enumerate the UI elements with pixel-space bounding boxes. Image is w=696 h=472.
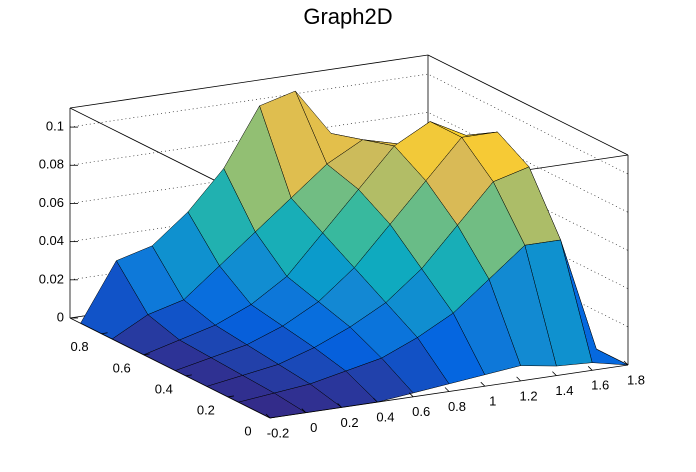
tick-mark (227, 395, 234, 398)
z-tick-label: 0.02 (39, 271, 64, 286)
tick-mark (373, 397, 378, 403)
z-tick-label: 0 (57, 309, 64, 324)
x-tick-label: 1.6 (591, 378, 609, 393)
tick-mark (301, 408, 307, 413)
z-tick-label: 0.08 (39, 157, 64, 172)
z-tick-label: 0.06 (39, 195, 64, 210)
x-tick-label: 1 (489, 394, 496, 409)
tick-mark (480, 381, 486, 387)
x-tick-label: 1.4 (555, 383, 573, 398)
grid-line (69, 73, 629, 175)
tick-mark (185, 374, 192, 377)
tick-mark (269, 416, 277, 419)
y-tick-label: 0.6 (113, 360, 131, 375)
x-tick-label: 1.2 (520, 388, 538, 403)
z-tick-label: 0.04 (39, 233, 64, 248)
tick-mark (516, 376, 521, 382)
tick-mark (265, 413, 271, 419)
box-edge (69, 54, 429, 109)
y-tick-label: 0.8 (71, 339, 89, 354)
tick-mark (337, 403, 342, 408)
tick-mark (101, 332, 108, 335)
y-axis (69, 317, 271, 419)
x-tick-label: 0 (310, 420, 317, 435)
x-tick-label: 0.8 (448, 399, 466, 414)
tick-mark (623, 360, 629, 366)
x-tick-label: -0.2 (267, 425, 289, 440)
y-tick-label: 0.2 (197, 402, 215, 417)
box-edge (427, 54, 629, 156)
x-tick-label: 1.8 (627, 372, 645, 387)
y-tick-label: 0.4 (155, 381, 173, 396)
y-tick-label: 0 (244, 423, 251, 438)
tick-mark (587, 366, 593, 371)
x-tick-label: 0.2 (341, 415, 359, 430)
tick-mark (552, 371, 557, 376)
tick-mark (408, 392, 414, 398)
tick-mark (444, 387, 450, 392)
x-tick-label: 0.6 (412, 404, 430, 419)
grid-line (69, 111, 629, 213)
grid-line (69, 150, 629, 251)
z-tick-label: 0.1 (46, 119, 64, 134)
tick-mark (143, 353, 150, 356)
chart-title: Graph2D (303, 4, 392, 29)
x-tick-label: 0.4 (376, 410, 394, 425)
